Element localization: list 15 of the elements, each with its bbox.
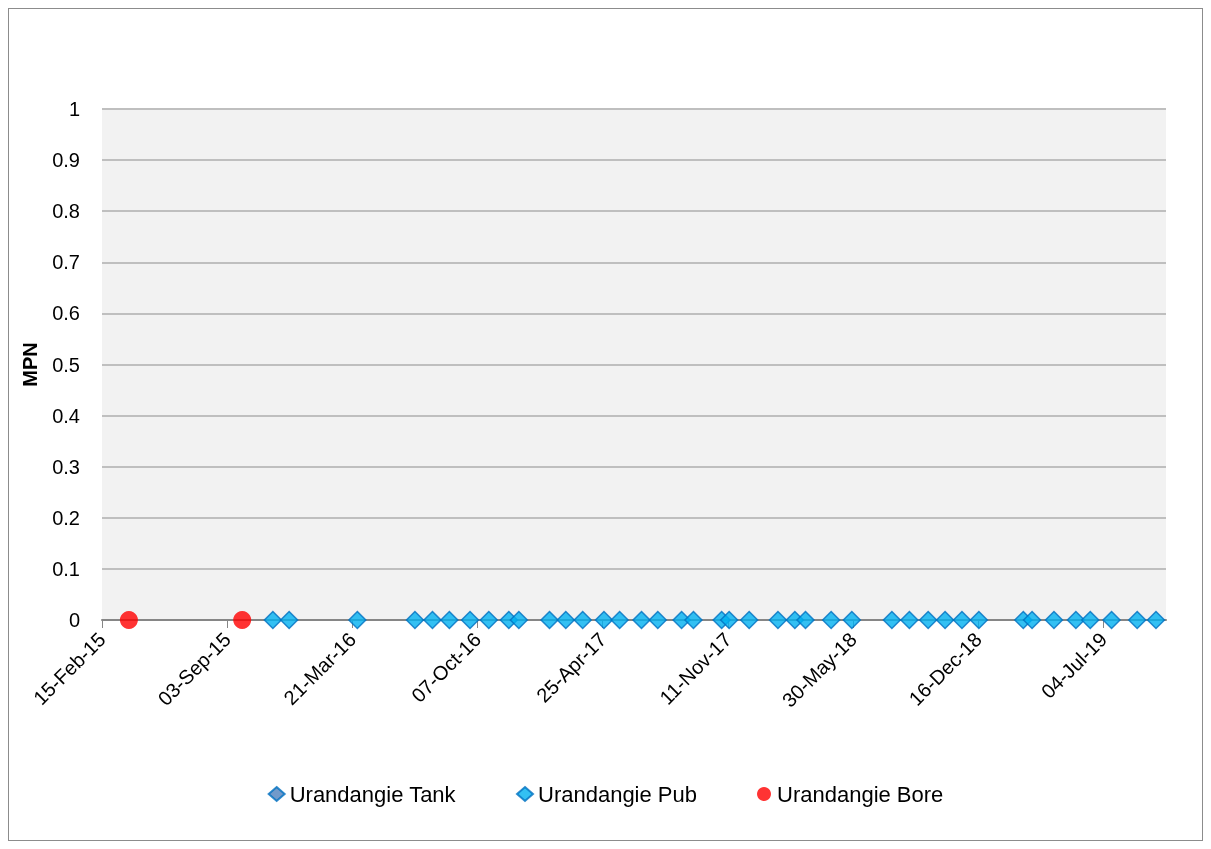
y-tick-label: 0.5	[52, 353, 80, 376]
y-tick-label: 0.4	[52, 404, 80, 427]
y-axis-title: MPN	[19, 342, 41, 387]
y-tick-label: 0	[68, 609, 80, 631]
y-tick-label: 0.6	[52, 302, 80, 325]
y-tick-label: 0.3	[52, 455, 80, 478]
y-tick-label: 0.8	[52, 200, 80, 223]
legend-label: Urandangie Tank	[289, 781, 457, 807]
y-tick-label: 0.2	[52, 506, 80, 529]
legend-label: Urandangie Pub	[538, 781, 698, 807]
legend-label: Urandangie Bore	[777, 781, 944, 807]
y-tick-label: 0.1	[52, 557, 80, 580]
y-tick-label: 0.7	[52, 251, 80, 274]
y-tick-label: 0.9	[52, 149, 80, 172]
y-tick-label: 1	[68, 98, 80, 120]
